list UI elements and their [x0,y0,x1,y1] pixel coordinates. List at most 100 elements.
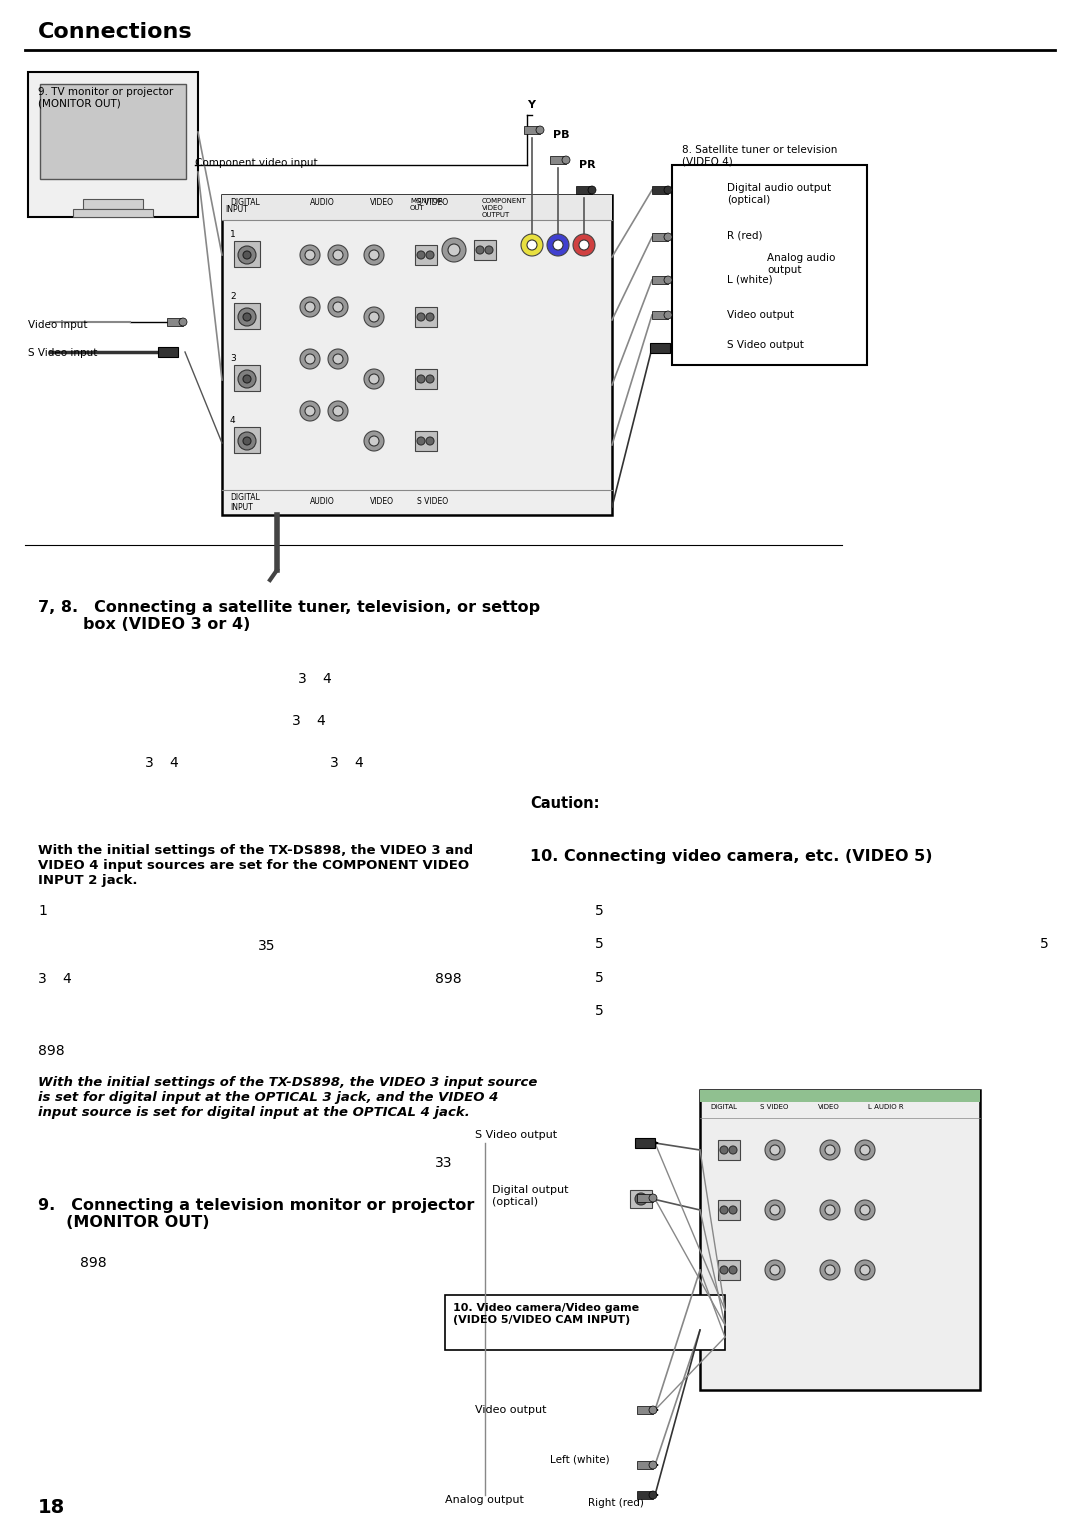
Text: S VIDEO: S VIDEO [417,199,448,206]
Text: S VIDEO: S VIDEO [417,497,448,506]
Text: Digital audio output
(optical): Digital audio output (optical) [727,183,832,205]
Circle shape [527,240,537,251]
Circle shape [448,244,460,257]
Bar [652,232,669,241]
Bar [700,1089,980,1102]
Circle shape [364,307,384,327]
Circle shape [546,234,569,257]
Text: 8. Satellite tuner or television
(VIDEO 4): 8. Satellite tuner or television (VIDEO … [681,145,837,167]
Circle shape [860,1265,870,1274]
Text: R (red): R (red) [727,231,762,240]
Circle shape [860,1206,870,1215]
Text: INPUT: INPUT [225,205,247,214]
Circle shape [300,400,320,422]
Text: 4: 4 [62,972,71,986]
Bar [718,1199,740,1219]
Bar [637,1193,653,1203]
Circle shape [765,1199,785,1219]
Circle shape [553,240,563,251]
Circle shape [243,251,251,260]
Text: Caution:: Caution: [530,796,599,811]
Circle shape [305,251,315,260]
Circle shape [825,1206,835,1215]
Bar [83,199,143,209]
Text: DIGITAL: DIGITAL [710,1105,737,1109]
Circle shape [729,1267,737,1274]
Circle shape [369,374,379,384]
Text: DIGITAL
INPUT: DIGITAL INPUT [230,494,260,512]
Text: 2: 2 [230,292,235,301]
Circle shape [417,313,426,321]
Circle shape [369,435,379,446]
Bar [652,186,669,194]
Circle shape [328,244,348,264]
Bar [415,431,437,451]
Text: Video input: Video input [28,319,87,330]
Circle shape [770,1265,780,1274]
Text: S Video output: S Video output [475,1131,557,1140]
Circle shape [664,312,672,319]
Circle shape [536,125,544,134]
Text: Analog audio
output: Analog audio output [767,254,835,275]
Circle shape [729,1146,737,1154]
Text: 3: 3 [230,354,235,364]
Text: Y: Y [527,99,535,110]
Bar [158,347,178,358]
Bar [40,84,186,179]
Bar [234,241,260,267]
Circle shape [417,374,426,384]
Bar [652,312,669,319]
Text: 4: 4 [354,756,363,770]
Text: 5: 5 [595,970,604,986]
Text: 5: 5 [595,905,604,918]
Circle shape [588,186,596,194]
Circle shape [369,251,379,260]
Circle shape [573,234,595,257]
Bar [474,240,496,260]
Circle shape [442,238,465,261]
Circle shape [765,1261,785,1280]
Bar [718,1261,740,1280]
Bar [234,426,260,452]
Text: Video output: Video output [727,310,794,319]
Circle shape [333,251,343,260]
Text: 9. Connecting a television monitor or projector
     (MONITOR OUT): 9. Connecting a television monitor or pr… [38,1198,474,1230]
Circle shape [649,1406,657,1413]
Circle shape [649,1491,657,1499]
Text: 3: 3 [292,714,300,727]
Bar [637,1491,653,1499]
Bar [637,1406,653,1413]
Circle shape [243,374,251,384]
Circle shape [664,277,672,284]
Bar [652,277,669,284]
Circle shape [855,1261,875,1280]
Text: 1: 1 [38,905,46,918]
Circle shape [305,354,315,364]
Text: Video output: Video output [475,1406,546,1415]
Text: Right (red): Right (red) [588,1497,644,1508]
Circle shape [369,312,379,322]
Bar [234,365,260,391]
Text: 18: 18 [38,1497,65,1517]
Bar [637,1461,653,1468]
Text: 10. Video camera/Video game
(VIDEO 5/VIDEO CAM INPUT): 10. Video camera/Video game (VIDEO 5/VID… [453,1303,639,1325]
Text: 4: 4 [230,416,235,425]
Circle shape [238,246,256,264]
Circle shape [243,437,251,445]
Bar [524,125,540,134]
Text: L AUDIO R: L AUDIO R [868,1105,904,1109]
Bar [234,303,260,329]
Bar [222,196,612,220]
Text: 33: 33 [435,1157,453,1170]
Text: 898: 898 [38,1044,65,1057]
Text: 4: 4 [316,714,325,727]
Bar [222,196,612,515]
Circle shape [855,1140,875,1160]
Circle shape [855,1199,875,1219]
Text: L (white): L (white) [727,275,772,286]
Text: Connections: Connections [38,21,192,41]
Bar [635,1138,654,1148]
Circle shape [179,318,187,325]
Circle shape [579,240,589,251]
Bar [28,72,198,217]
